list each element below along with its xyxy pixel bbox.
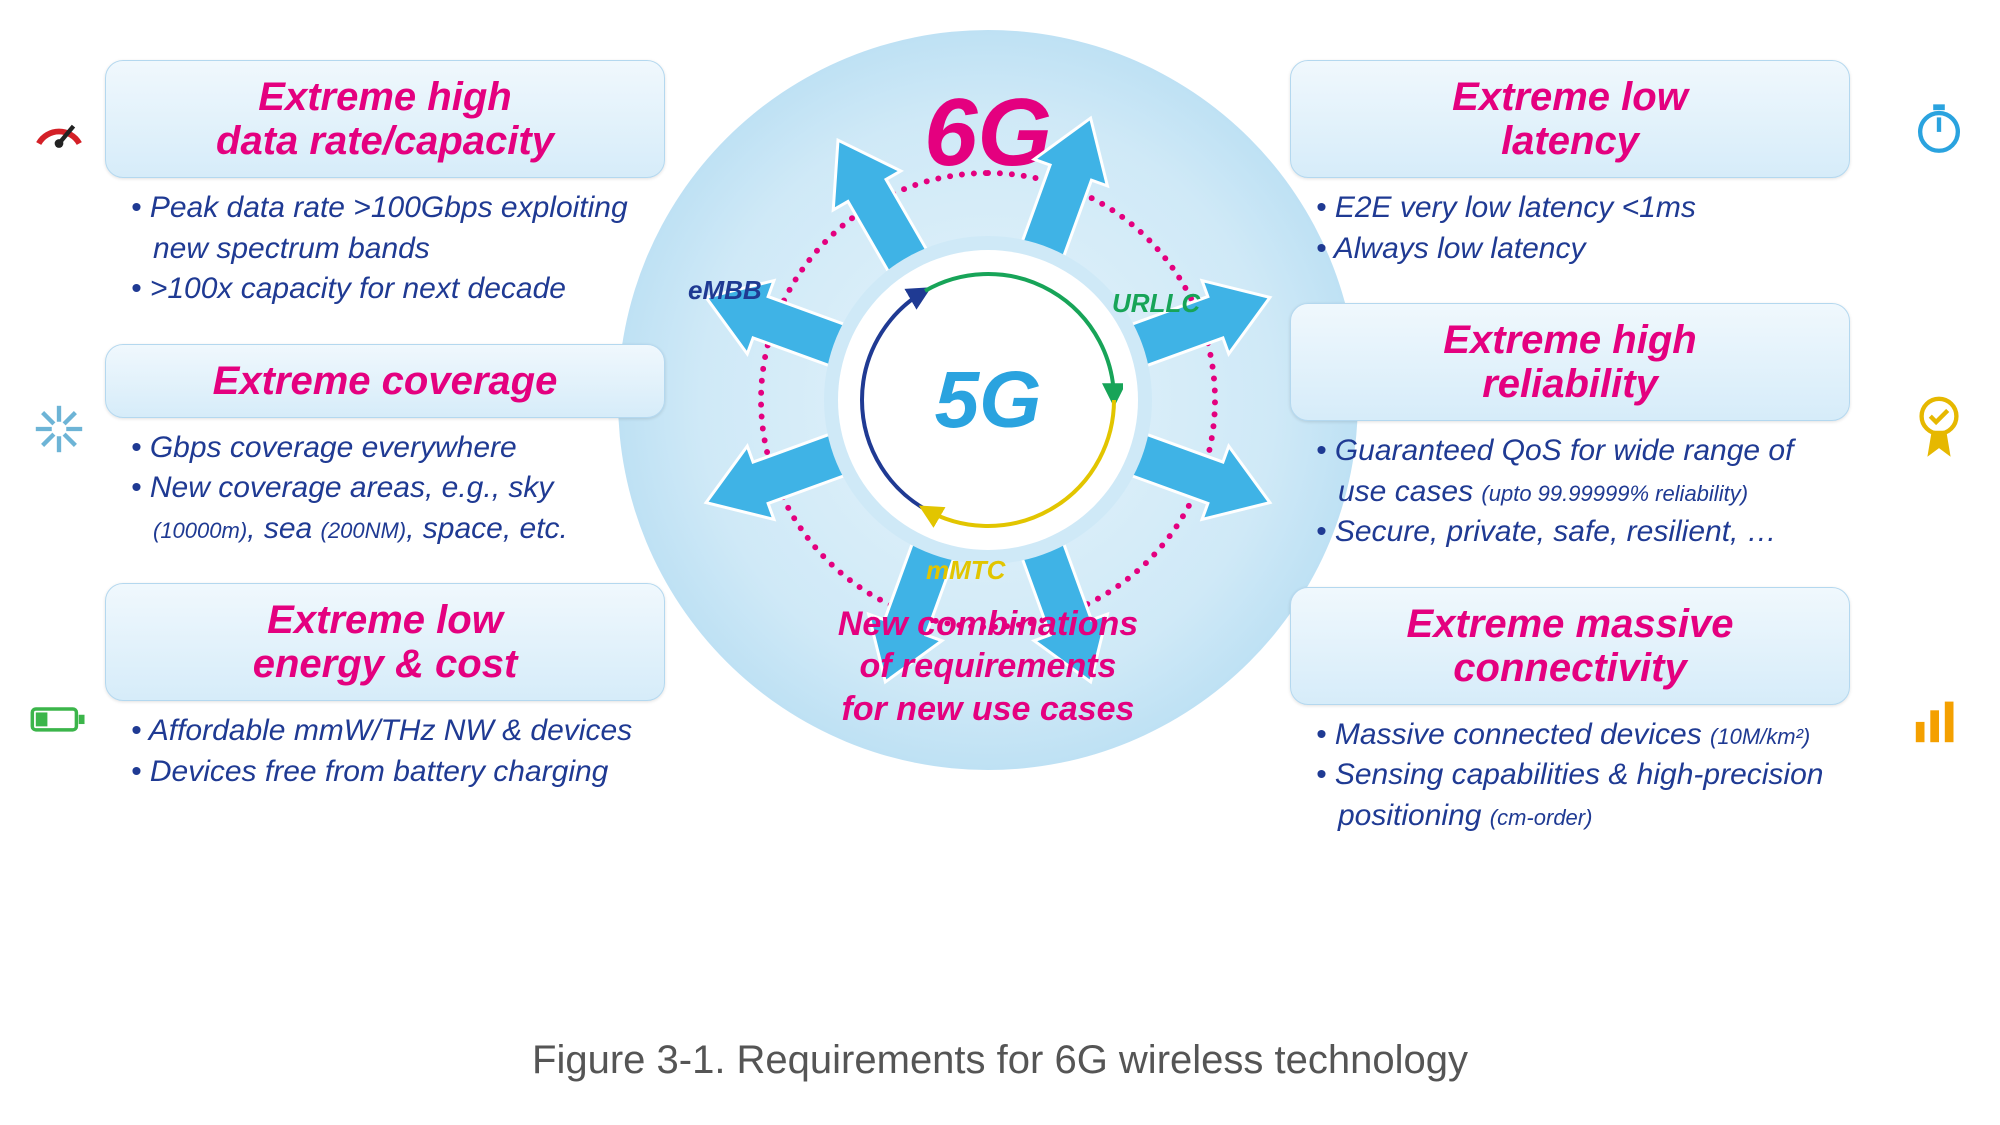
arc-label-mmtc: mMTC	[926, 555, 1005, 586]
center-diagram: 6G 5G New combinations of requirements f…	[618, 30, 1358, 770]
requirement-left-0: Extreme highdata rate/capacity• Peak dat…	[105, 60, 665, 324]
requirement-title: Extreme lowenergy & cost	[105, 583, 665, 701]
arc-label-embb: eMBB	[688, 275, 762, 306]
requirement-title: Extreme highreliability	[1290, 303, 1850, 421]
bars-icon	[1910, 690, 1968, 748]
figure-caption: Figure 3-1. Requirements for 6G wireless…	[532, 1038, 1468, 1083]
requirement-bullets: • Peak data rate >100Gbps exploiting new…	[105, 178, 665, 324]
inner-circle: 5G	[838, 250, 1138, 550]
battery-icon	[30, 690, 88, 748]
gauge-icon	[30, 100, 88, 158]
stopwatch-icon	[1910, 100, 1968, 158]
requirement-bullets: • Guaranteed QoS for wide range of use c…	[1290, 421, 1850, 567]
requirement-bullets: • E2E very low latency <1ms• Always low …	[1290, 178, 1850, 283]
nc-line1: New combinations	[838, 605, 1138, 643]
requirement-left-2: Extreme lowenergy & cost• Affordable mmW…	[105, 583, 665, 806]
nc-line3: for new use cases	[842, 690, 1135, 728]
requirement-left-1: Extreme coverage• Gbps coverage everywhe…	[105, 344, 665, 564]
requirement-bullets: • Gbps coverage everywhere• New coverage…	[105, 418, 665, 564]
requirement-title: Extreme highdata rate/capacity	[105, 60, 665, 178]
requirement-right-2: Extreme massiveconnectivity• Massive con…	[1290, 587, 1850, 851]
new-combinations-text: New combinations of requirements for new…	[778, 603, 1198, 731]
label-5g: 5G	[935, 354, 1042, 446]
requirements-left: Extreme highdata rate/capacity• Peak dat…	[105, 60, 665, 806]
requirements-right: Extreme lowlatency• E2E very low latency…	[1290, 60, 1850, 850]
requirement-right-1: Extreme highreliability• Guaranteed QoS …	[1290, 303, 1850, 567]
requirement-bullets: • Massive connected devices (10M/km²)• S…	[1290, 705, 1850, 851]
requirement-title: Extreme massiveconnectivity	[1290, 587, 1850, 705]
requirement-right-0: Extreme lowlatency• E2E very low latency…	[1290, 60, 1850, 283]
burst-icon	[30, 400, 88, 458]
requirement-title: Extreme coverage	[105, 344, 665, 418]
nc-line2: of requirements	[860, 647, 1117, 685]
arc-label-urllc: URLLC	[1112, 288, 1200, 319]
infographic-root: 6G 5G New combinations of requirements f…	[0, 0, 2000, 1125]
ribbon-icon	[1910, 400, 1968, 458]
requirement-bullets: • Affordable mmW/THz NW & devices• Devic…	[105, 701, 665, 806]
requirement-title: Extreme lowlatency	[1290, 60, 1850, 178]
